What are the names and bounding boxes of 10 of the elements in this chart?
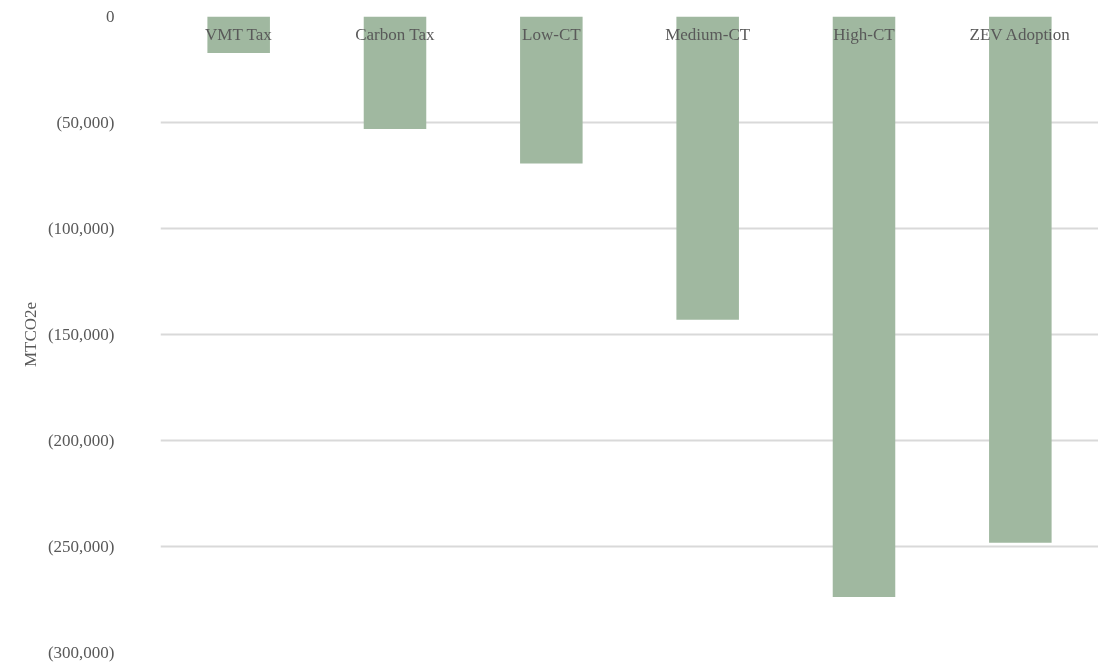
y-tick-label: (150,000)	[47, 325, 115, 344]
y-tick-label: (200,000)	[47, 431, 115, 450]
y-tick-label: (50,000)	[56, 113, 115, 132]
y-axis-title: MTCO2e	[20, 301, 40, 368]
y-tick-label: (300,000)	[47, 643, 115, 662]
x-tick-label: Low-CT	[522, 24, 582, 44]
y-tick-label: 0	[106, 7, 115, 26]
y-tick-label: (250,000)	[47, 537, 115, 556]
y-tick-label: (100,000)	[47, 219, 115, 238]
x-tick-label: High-CT	[833, 24, 896, 44]
